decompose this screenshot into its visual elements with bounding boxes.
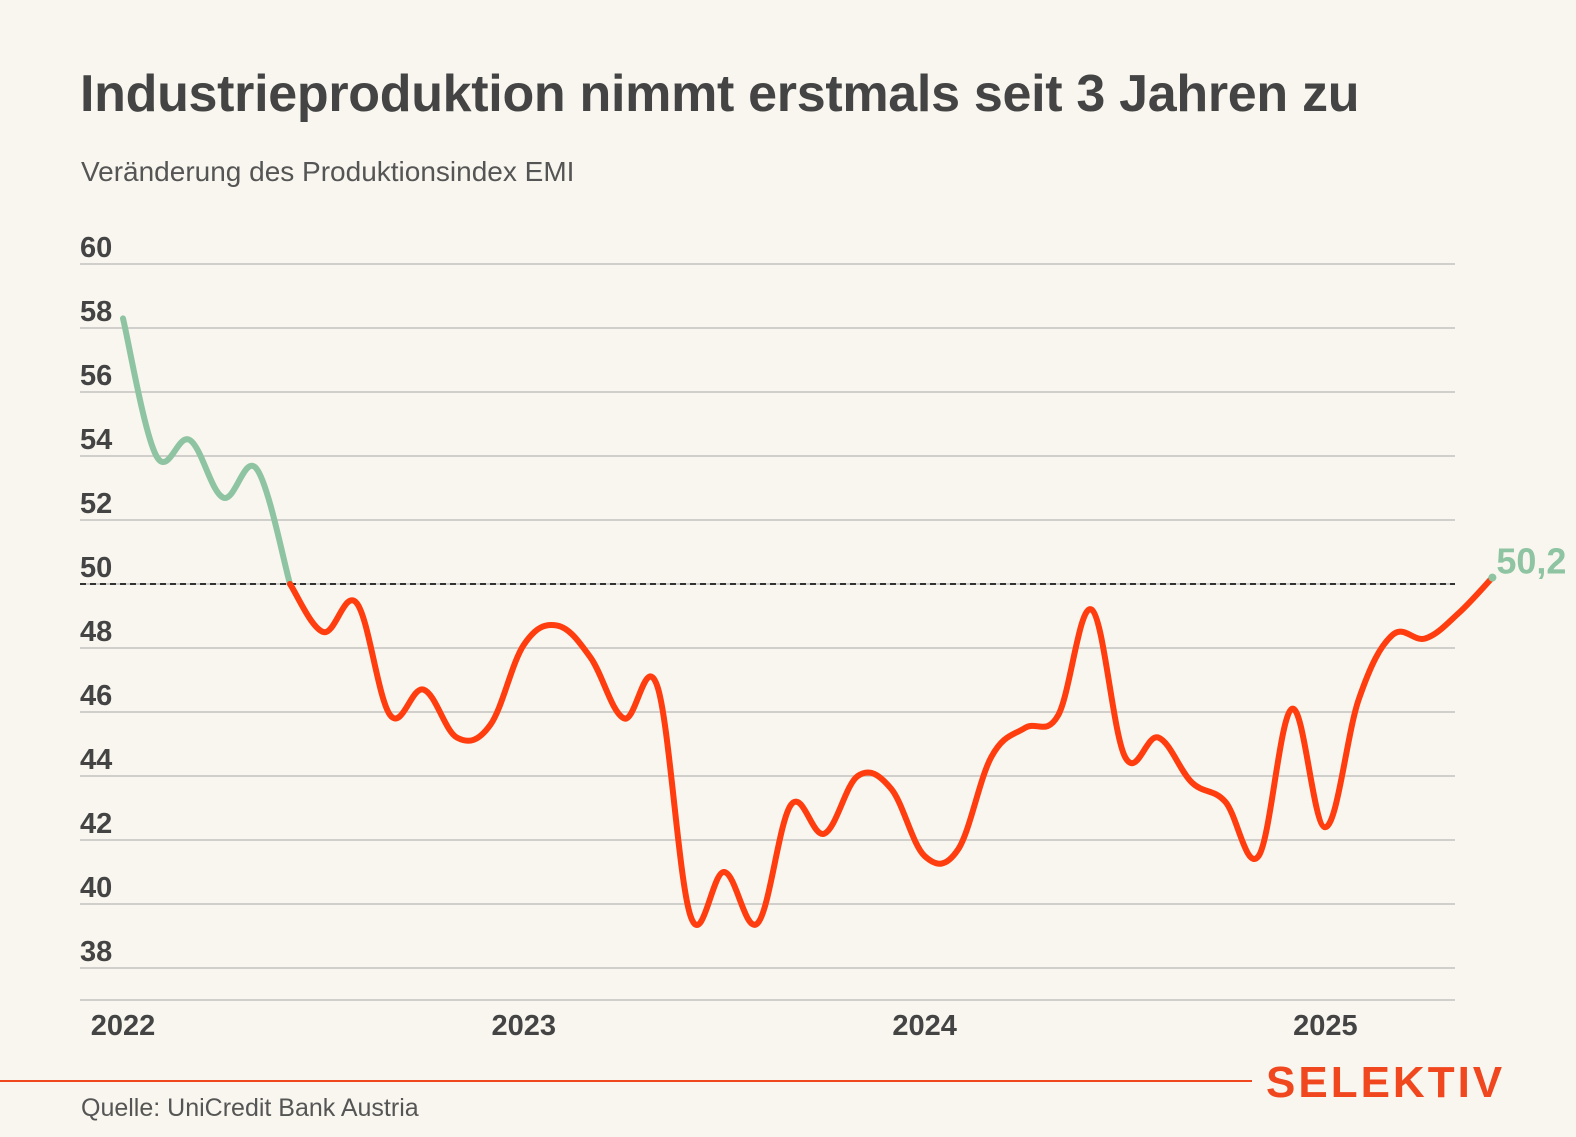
x-tick-label: 2022 xyxy=(91,1010,156,1042)
series-lines xyxy=(120,315,1497,928)
footer-divider xyxy=(0,1080,1252,1082)
y-tick-label: 50 xyxy=(80,552,112,584)
x-tick-label: 2025 xyxy=(1293,1010,1358,1042)
y-tick-label: 52 xyxy=(80,488,112,520)
chart-title: Industrieproduktion nimmt erstmals seit … xyxy=(80,65,1360,123)
y-tick-label: 48 xyxy=(80,616,112,648)
x-tick-label: 2023 xyxy=(492,1010,557,1042)
end-point-marker xyxy=(1488,573,1497,582)
x-tick-label: 2024 xyxy=(892,1010,957,1042)
y-axis-tick-labels: 60 58 56 54 52 50 48 46 44 42 40 38 xyxy=(80,232,112,968)
series-line-above-50 xyxy=(120,315,293,587)
end-value-label: 50,2 xyxy=(1496,541,1566,582)
y-tick-label: 60 xyxy=(80,232,112,264)
chart-subtitle: Veränderung des Produktionsindex EMI xyxy=(81,156,575,187)
y-tick-label: 44 xyxy=(80,744,112,776)
y-tick-label: 40 xyxy=(80,872,112,904)
series-line-below-50 xyxy=(287,574,1496,928)
x-axis-tick-labels: 2022 2023 2024 2025 xyxy=(91,1010,1358,1042)
brand-logo: SELEKTIV xyxy=(1266,1058,1506,1107)
source-note: Quelle: UniCredit Bank Austria xyxy=(81,1094,419,1122)
y-tick-label: 56 xyxy=(80,360,112,392)
y-tick-label: 54 xyxy=(80,424,112,456)
y-tick-label: 58 xyxy=(80,296,112,328)
y-tick-label: 42 xyxy=(80,808,112,840)
y-tick-label: 46 xyxy=(80,680,112,712)
y-tick-label: 38 xyxy=(80,936,112,968)
